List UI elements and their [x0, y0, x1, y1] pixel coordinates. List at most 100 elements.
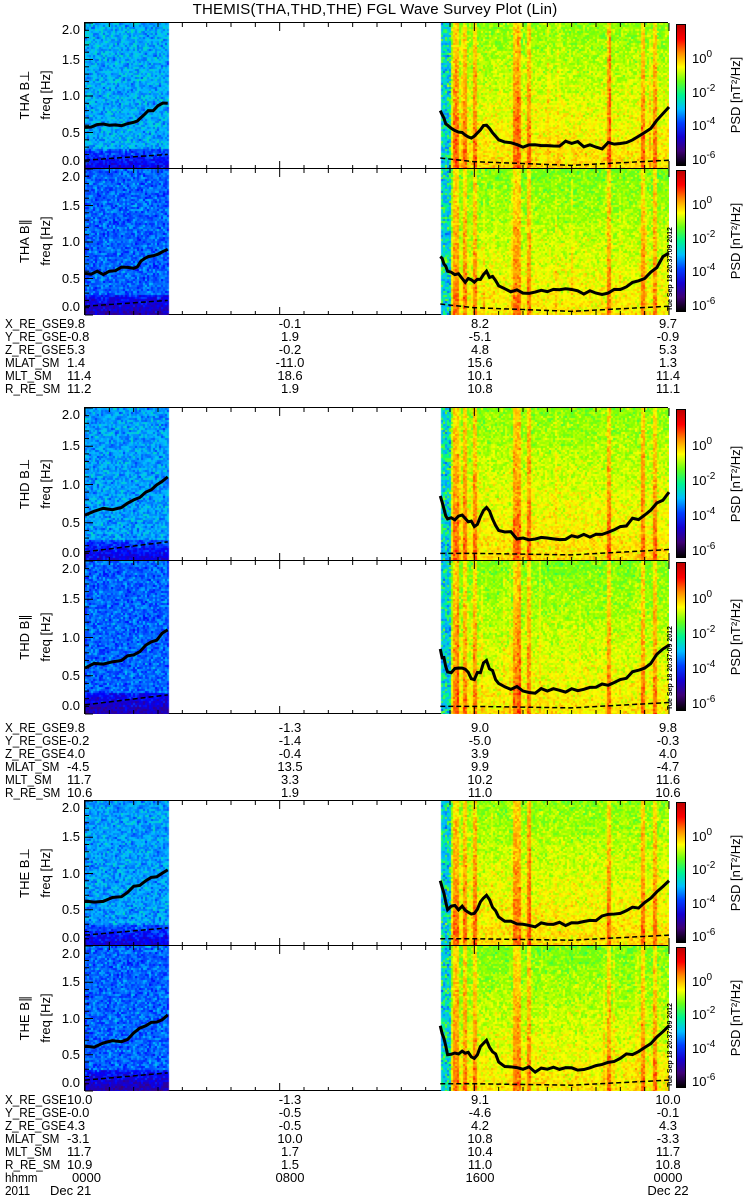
y-tick-label: 1.0	[61, 476, 80, 492]
colorbar-tick-label: 10-2	[692, 82, 716, 100]
y-tick-label: 0.0	[61, 930, 80, 945]
orbit-row-label: R_RE_SM	[5, 381, 61, 396]
colorbar	[676, 24, 686, 166]
colorbar-tick-exponent: -6	[706, 295, 716, 307]
panel-label: THE B∥	[17, 995, 32, 1040]
orbit-value: 10.8	[467, 381, 493, 396]
colorbar-label: PSD [nT²/Hz]	[728, 834, 743, 911]
y-tick-label: 1.5	[61, 829, 80, 845]
solid-frequency-line	[84, 1013, 169, 1049]
orbit-value: 11.4	[67, 368, 92, 383]
orbit-row-label: MLAT_SM	[5, 1131, 60, 1146]
orbit-value: 10.9	[67, 1157, 93, 1172]
orbit-value: 11.0	[467, 1157, 493, 1172]
dashed-frequency-line	[440, 1079, 670, 1086]
orbit-value: 9.0	[470, 720, 490, 735]
orbit-row-label: MLT_SM	[5, 772, 52, 787]
x-tick-label: 0800	[275, 1170, 305, 1185]
colorbar-tick-exponent: -6	[706, 1071, 716, 1083]
colorbar-tick-base: 10	[692, 438, 707, 454]
colorbar-label: PSD [nT²/Hz]	[728, 598, 743, 675]
orbit-value: 4.8	[470, 342, 490, 357]
orbit-value: -0.0	[67, 1105, 90, 1120]
dashed-frequency-line	[440, 934, 670, 941]
orbit-value: -0.2	[278, 342, 302, 357]
solid-frequency-line	[84, 475, 169, 517]
orbit-value: 5.3	[658, 342, 678, 357]
colorbar-tick-exponent: -4	[706, 1038, 716, 1050]
colorbar-tick-base: 10	[692, 230, 707, 246]
colorbar-tick-label: 10-4	[692, 262, 716, 280]
orbit-value: 9.8	[658, 720, 678, 735]
date-label: Dec 22	[647, 1183, 689, 1198]
colorbar-tick-base: 10	[692, 829, 707, 845]
colorbar-tick-label: 100	[692, 973, 712, 989]
colorbar-tick-base: 10	[692, 84, 707, 100]
spectrogram-panel	[84, 945, 671, 1092]
colorbar-tick-exponent: -2	[706, 82, 716, 94]
colorbar-tick-exponent: -2	[706, 624, 716, 636]
orbit-value: -1.4	[278, 733, 302, 748]
colorbar	[676, 802, 686, 943]
orbit-value: 3.9	[470, 746, 490, 761]
panel-label: THA B∥	[17, 218, 32, 264]
overlay-lines	[84, 407, 671, 562]
orbit-row-label: X_RE_GSE	[5, 1092, 67, 1107]
colorbar-tick-exponent: 0	[706, 827, 713, 839]
y-tick-label: 1.5	[61, 974, 80, 990]
colorbar-label: PSD [nT²/Hz]	[728, 202, 743, 280]
colorbar-tick-label: 10-6	[692, 541, 716, 558]
colorbar-tick-base: 10	[692, 1040, 707, 1056]
colorbar-tick-label: 10-6	[692, 926, 716, 943]
orbit-value: -11.0	[275, 355, 305, 370]
orbit-value: 9.8	[67, 316, 86, 331]
colorbar-tick-exponent: -2	[706, 471, 716, 483]
y-tick-label: 0.0	[61, 545, 80, 560]
dashed-frequency-line	[440, 303, 670, 313]
y-tick-label: 0.0	[61, 698, 80, 713]
solid-frequency-line	[438, 1024, 671, 1074]
orbit-value: 9.9	[470, 759, 490, 774]
orbit-value: 18.6	[277, 368, 303, 383]
colorbar-tick-label: 100	[692, 49, 713, 66]
orbit-value: 10.8	[655, 1157, 681, 1172]
colorbar-tick-label: 10-6	[692, 295, 716, 312]
colorbar-tick-exponent: 0	[706, 195, 713, 207]
orbit-row-label: Y_RE_GSE	[5, 329, 67, 344]
overlay-lines	[84, 560, 670, 715]
y-tick-label: 1.0	[61, 234, 80, 249]
colorbar	[676, 409, 686, 558]
overlay-lines	[84, 800, 671, 947]
y-tick-label: 2.0	[61, 407, 80, 422]
colorbar-tick-label: 10-4	[692, 116, 716, 133]
colorbar-tick-base: 10	[692, 862, 707, 878]
colorbar-tick-exponent: 0	[706, 436, 713, 448]
colorbar-tick-exponent: -6	[706, 149, 716, 161]
colorbar-tick-label: 100	[692, 436, 713, 454]
colorbar-tick-base: 10	[692, 626, 707, 642]
orbit-value: -5.0	[468, 733, 492, 748]
colorbar-tick-exponent: -4	[706, 116, 716, 128]
overlay-lines	[84, 945, 671, 1092]
orbit-value: 1.7	[280, 1144, 300, 1159]
solid-frequency-line	[84, 101, 168, 129]
colorbar-tick-exponent: -4	[706, 262, 716, 274]
y-tick-label: 1.0	[61, 1010, 80, 1026]
y-tick-label: 0.0	[61, 299, 80, 314]
colorbar-tick-exponent: -6	[706, 926, 716, 938]
colorbar-tick-exponent: 0	[706, 49, 713, 61]
orbit-value: 11.4	[655, 368, 681, 383]
y-tick-label: 1.5	[61, 591, 80, 607]
colorbar-tick-base: 10	[692, 264, 707, 280]
orbit-value: 10.0	[277, 1131, 303, 1146]
orbit-value: 11.7	[655, 1144, 681, 1159]
orbit-value: -4.6	[468, 1105, 492, 1120]
orbit-value: 1.4	[67, 355, 86, 370]
dashed-frequency-line	[440, 548, 670, 556]
colorbar-tick-label: 100	[692, 590, 712, 606]
colorbar-label: PSD [nT²/Hz]	[728, 979, 743, 1056]
colorbar-tick-exponent: -6	[706, 541, 716, 553]
x-tick-label: 0000	[72, 1170, 101, 1185]
orbit-value: -0.2	[67, 733, 90, 748]
orbit-row-label: MLT_SM	[5, 368, 52, 383]
